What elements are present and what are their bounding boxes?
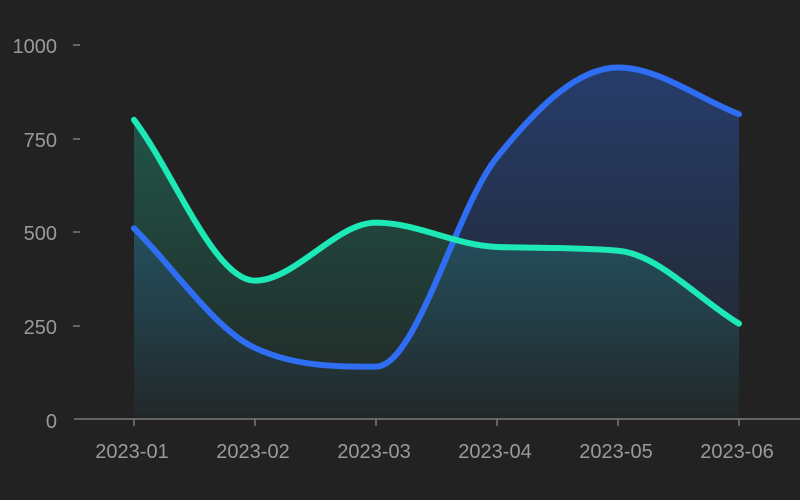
x-tick-label: 2023-03 — [337, 441, 410, 463]
y-tick-label: 250 — [24, 317, 57, 339]
x-tick-label: 2023-05 — [579, 441, 652, 463]
x-axis: 2023-01 2023-02 2023-03 2023-04 2023-05 … — [74, 418, 800, 463]
y-tick-label: 500 — [24, 223, 57, 245]
series-line-blue — [131, 64, 742, 370]
series-area-green — [134, 119, 739, 420]
y-tick-label: 1000 — [13, 36, 58, 58]
y-axis: 0 250 500 750 1000 — [13, 36, 80, 433]
y-tick-label: 750 — [24, 130, 57, 152]
y-tick-label: 0 — [46, 411, 57, 433]
x-tick-label: 2023-02 — [216, 441, 289, 463]
x-tick-label: 2023-06 — [700, 441, 773, 463]
x-tick-label: 2023-04 — [458, 441, 531, 463]
x-tick-label: 2023-01 — [95, 441, 168, 463]
series-line-green — [131, 116, 742, 327]
series-areas — [134, 67, 739, 420]
series-lines — [131, 64, 742, 370]
